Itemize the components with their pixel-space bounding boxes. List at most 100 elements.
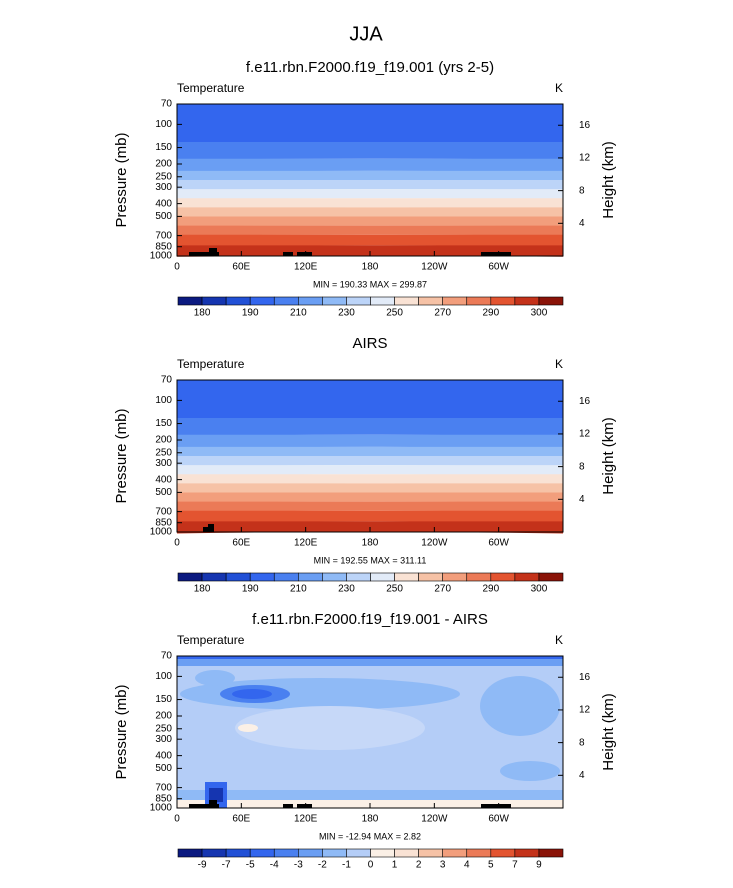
colorbar-label: 250 [386, 584, 403, 595]
colorbar-box [298, 296, 323, 306]
y-tick-label: 300 [155, 734, 172, 745]
topography [209, 800, 217, 808]
y-tick-label: 500 [155, 211, 172, 222]
x-tick-label: 120W [421, 538, 448, 549]
y2-tick-label: 8 [579, 461, 585, 472]
colorbar-box [346, 296, 371, 306]
contour-band [235, 706, 425, 750]
x-tick-label: 0 [174, 538, 180, 549]
colorbar-box [298, 848, 323, 858]
units-label: K [555, 633, 563, 647]
colorbar-label: 250 [386, 308, 403, 319]
x-tick-label: 120W [421, 814, 448, 825]
topography [481, 252, 511, 256]
colorbar-box [322, 296, 347, 306]
colorbar-box [298, 572, 323, 582]
colorbar-box [466, 848, 492, 858]
colorbar-box [322, 572, 347, 582]
y-tick-label: 700 [155, 782, 172, 793]
colorbar-box [273, 572, 299, 582]
x-tick-label: 120E [294, 262, 318, 273]
y-tick-label: 400 [155, 750, 172, 761]
colorbar-label: 300 [531, 584, 548, 595]
panel-title: AIRS [352, 335, 387, 352]
y-tick-label: 1000 [150, 803, 173, 814]
panel-title: f.e11.rbn.F2000.f19_f19.001 - AIRS [252, 611, 488, 628]
y2-axis-label: Height (km) [600, 141, 617, 219]
contour-band [238, 724, 258, 732]
topography [189, 804, 219, 808]
y-tick-label: 850 [155, 517, 172, 528]
x-tick-label: 120E [294, 538, 318, 549]
y2-tick-label: 4 [579, 218, 585, 229]
colorbar-box [201, 848, 227, 858]
colorbar-label: 290 [482, 308, 499, 319]
colorbar-box [273, 848, 299, 858]
y2-tick-label: 8 [579, 737, 585, 748]
contour-band [177, 656, 563, 659]
colorbar-box [370, 572, 395, 582]
colorbar-label: 210 [290, 584, 307, 595]
colorbar-box [514, 572, 540, 582]
colorbar-label: 190 [242, 308, 259, 319]
colorbar-box [418, 296, 443, 306]
topography [297, 804, 312, 808]
colorbar-label: -7 [222, 860, 231, 871]
contour-band [177, 158, 563, 172]
colorbar-box [442, 296, 468, 306]
topography [481, 804, 511, 808]
y-tick-label: 150 [155, 418, 172, 429]
y-tick-label: 150 [155, 142, 172, 153]
y-tick-label: 70 [161, 99, 173, 110]
x-tick-label: 180 [362, 538, 379, 549]
x-tick-label: 60W [488, 814, 509, 825]
colorbar-label: 300 [531, 308, 548, 319]
colorbar-box [177, 572, 203, 582]
variable-label: Temperature [177, 633, 245, 647]
colorbar-label: 1 [392, 860, 398, 871]
topography [283, 252, 293, 256]
contour-band [177, 142, 563, 160]
colorbar-label: 190 [242, 584, 259, 595]
colorbar-box [322, 848, 347, 858]
topography [208, 524, 214, 532]
colorbar-label: 7 [512, 860, 518, 871]
colorbar-box [442, 572, 468, 582]
colorbar-label: 4 [464, 860, 470, 871]
colorbar-label: 3 [440, 860, 446, 871]
contour-band [177, 104, 563, 143]
y-tick-label: 250 [155, 171, 172, 182]
colorbar-label: 270 [434, 584, 451, 595]
colorbar-box [490, 296, 516, 306]
colorbar-box [514, 296, 540, 306]
y-axis-label: Pressure (mb) [113, 684, 130, 779]
y2-axis-label: Height (km) [600, 417, 617, 495]
y2-tick-label: 8 [579, 185, 585, 196]
y-tick-label: 500 [155, 487, 172, 498]
panel: f.e11.rbn.F2000.f19_f19.001 (yrs 2-5)Tem… [113, 59, 617, 319]
y-tick-label: 500 [155, 763, 172, 774]
y-tick-label: 250 [155, 723, 172, 734]
variable-label: Temperature [177, 357, 245, 371]
y-tick-label: 400 [155, 474, 172, 485]
y-tick-label: 70 [161, 375, 173, 386]
topography [297, 252, 312, 256]
panel-title: f.e11.rbn.F2000.f19_f19.001 (yrs 2-5) [246, 59, 494, 76]
colorbar-box [249, 848, 275, 858]
colorbar-box [394, 296, 419, 306]
y-tick-label: 100 [155, 395, 172, 406]
y-tick-label: 400 [155, 198, 172, 209]
colorbar-box [418, 848, 443, 858]
colorbar-box [249, 572, 275, 582]
contour-band [177, 207, 563, 218]
contour-band [195, 670, 235, 686]
contour-band [177, 510, 563, 523]
y2-tick-label: 4 [579, 770, 585, 781]
x-tick-label: 60W [488, 262, 509, 273]
colorbar-box [394, 848, 419, 858]
colorbar-box [442, 848, 468, 858]
stats-label: MIN = 192.55 MAX = 311.11 [314, 555, 427, 565]
colorbar-box [225, 296, 251, 306]
